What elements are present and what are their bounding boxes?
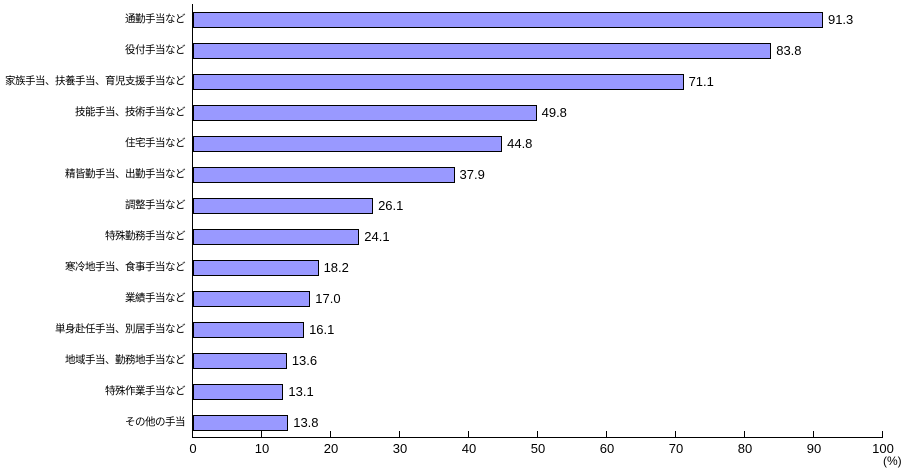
- x-axis-tick-label: 50: [530, 441, 546, 456]
- x-axis-tick: [468, 431, 469, 437]
- x-axis-tick-label: 90: [806, 441, 822, 456]
- bar: [193, 290, 311, 307]
- value-label: 83.8: [776, 43, 802, 58]
- category-label: 役付手当など: [125, 44, 186, 57]
- category-label: 家族手当、扶養手当、育児支援手当など: [5, 75, 186, 88]
- chart-row: 技能手当、技術手当など 49.8: [75, 97, 883, 128]
- category-label: 技能手当、技術手当など: [75, 106, 186, 119]
- plot-area: 通勤手当など 91.3 役付手当など 83.8 家族手当、扶養手当、育児支援手当など 71…: [5, 4, 894, 455]
- x-axis-tick: [399, 431, 400, 437]
- x-axis-tick-label: 60: [599, 441, 615, 456]
- category-label: その他の手当: [125, 416, 186, 429]
- value-label: 13.6: [291, 353, 318, 368]
- bar: [193, 135, 503, 152]
- bar: [193, 104, 537, 121]
- category-label: 精皆勤手当、出勤手当など: [65, 168, 186, 181]
- bar: [193, 414, 289, 431]
- x-axis-tick-label: 20: [323, 441, 339, 456]
- category-label: 特殊勤務手当など: [105, 230, 186, 243]
- chart-row: 特殊作業手当など 13.1: [105, 376, 883, 407]
- x-axis-tick: [606, 431, 607, 437]
- x-axis-tick-label: 0: [189, 441, 197, 456]
- value-label: 44.8: [507, 136, 533, 151]
- category-label: 地域手当、勤務地手当など: [65, 354, 186, 367]
- axis-unit-label: (%): [883, 454, 902, 468]
- value-label: 17.0: [315, 291, 341, 306]
- x-axis-tick-label: 10: [254, 441, 270, 456]
- x-axis-tick: [537, 431, 538, 437]
- bar: [193, 166, 455, 183]
- value-label: 13.8: [293, 415, 319, 430]
- value-label: 13.1: [288, 384, 314, 399]
- x-axis-tick: [744, 431, 745, 437]
- value-label: 16.1: [309, 322, 335, 337]
- category-label: 住宅手当など: [125, 137, 186, 150]
- value-label: 18.2: [323, 260, 349, 275]
- category-label: 単身赴任手当、別居手当など: [55, 323, 186, 336]
- category-label: 寒冷地手当、食事手当など: [65, 261, 186, 274]
- x-axis-tick: [675, 431, 676, 437]
- value-label: 24.1: [364, 229, 390, 244]
- bar: [193, 383, 284, 400]
- chart-row: その他の手当 13.8: [125, 407, 883, 438]
- chart-row: 調整手当など 26.1: [125, 190, 883, 221]
- value-label: 26.1: [378, 198, 404, 213]
- x-axis-tick-label: 80: [737, 441, 753, 456]
- x-axis-tick: [813, 431, 814, 437]
- chart-row: 役付手当など 83.8: [125, 35, 883, 66]
- chart-row: 通勤手当など 91.3: [125, 4, 883, 35]
- x-axis-tick-label: 40: [461, 441, 477, 456]
- chart-row: 寒冷地手当、食事手当など 18.2: [65, 252, 883, 283]
- chart-row: 単身赴任手当、別居手当など 16.1: [55, 314, 883, 345]
- bar: [193, 197, 374, 214]
- bar: [193, 259, 319, 276]
- value-label: 49.8: [541, 105, 567, 120]
- category-label: 業績手当など: [125, 292, 186, 305]
- chart-row: 業績手当など 17.0: [125, 283, 883, 314]
- value-label: 91.3: [827, 12, 854, 27]
- chart-row: 特殊勤務手当など 24.1: [105, 221, 883, 252]
- category-label: 調整手当など: [125, 199, 186, 212]
- bar: [193, 73, 684, 90]
- bar: [193, 352, 287, 369]
- value-label: 71.1: [688, 74, 714, 89]
- chart-row: 住宅手当など 44.8: [125, 128, 883, 159]
- x-axis-tick: [330, 431, 331, 437]
- bar: [193, 321, 305, 338]
- bar: [193, 228, 360, 245]
- x-axis-tick: [261, 431, 262, 437]
- bar-rows: 通勤手当など 91.3 役付手当など 83.8 家族手当、扶養手当、育児支援手当など 71…: [5, 4, 883, 438]
- x-axis-tick-label: 30: [392, 441, 408, 456]
- x-axis-tick-label: 70: [668, 441, 684, 456]
- chart-row: 地域手当、勤務地手当など 13.6: [65, 345, 883, 376]
- bar: [193, 42, 772, 59]
- chart-row: 精皆勤手当、出勤手当など 37.9: [65, 159, 883, 190]
- value-label: 37.9: [459, 167, 485, 182]
- x-axis-tick-label: 100: [872, 441, 894, 456]
- bar: [193, 11, 823, 28]
- category-label: 特殊作業手当など: [105, 385, 186, 398]
- category-label: 通勤手当など: [125, 13, 186, 26]
- chart-row: 家族手当、扶養手当、育児支援手当など 71.1: [5, 66, 883, 97]
- x-axis-tick: [882, 431, 883, 437]
